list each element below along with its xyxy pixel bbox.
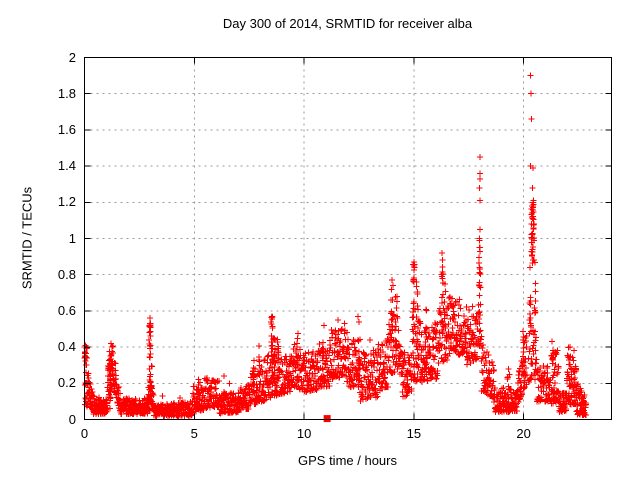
y-tick-label: 1	[68, 230, 76, 246]
x-axis-title: GPS time / hours	[298, 453, 397, 468]
y-tick-label: 0.6	[57, 302, 76, 318]
y-tick-label: 1.2	[57, 194, 76, 210]
y-tick-label: 0.8	[57, 266, 76, 282]
y-tick-label: 1.8	[57, 85, 76, 101]
scatter-points	[81, 72, 589, 419]
square-point	[323, 415, 331, 423]
x-tick-label: 0	[80, 426, 89, 441]
tick-marks	[84, 57, 612, 420]
grid-lines	[84, 57, 612, 420]
y-tick-label: 1.6	[57, 121, 76, 137]
y-tick-label: 0.4	[57, 339, 76, 355]
x-tick-label: 10	[296, 426, 312, 441]
y-tick-label: 2	[68, 49, 76, 65]
x-tick-label: 15	[406, 426, 422, 441]
x-tick-label: 5	[190, 426, 198, 441]
y-tick-label: 0.2	[57, 375, 76, 391]
y-axis-title: SRMTID / TECUs	[19, 186, 35, 290]
chart-title: Day 300 of 2014, SRMTID for receiver alb…	[222, 16, 473, 31]
x-tick-label: 20	[516, 426, 531, 441]
y-tick-label: 0	[68, 411, 76, 427]
y-tick-label: 1.4	[57, 158, 76, 174]
